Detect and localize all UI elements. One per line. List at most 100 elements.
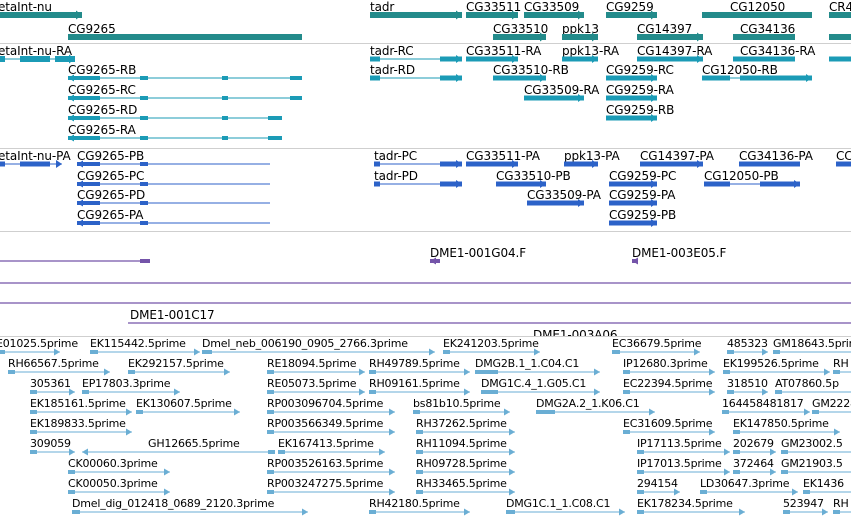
feature-glyph[interactable] bbox=[0, 71, 851, 85]
feature-glyph[interactable] bbox=[0, 445, 851, 459]
feature-label[interactable]: EC36679.5prime bbox=[612, 337, 702, 350]
feature-glyph[interactable] bbox=[0, 71, 851, 85]
feature-label[interactable]: CG14397 bbox=[637, 22, 693, 36]
feature-label[interactable]: CG34136-PA bbox=[739, 149, 813, 163]
feature-label[interactable]: RH11094.5prime bbox=[416, 437, 507, 450]
feature-glyph[interactable] bbox=[0, 365, 851, 379]
feature-glyph[interactable] bbox=[0, 385, 851, 399]
feature-glyph[interactable] bbox=[0, 316, 851, 330]
feature-label[interactable]: CG33510-PB bbox=[496, 169, 571, 183]
feature-label[interactable]: DME1-001G04.F bbox=[430, 246, 527, 260]
feature-glyph[interactable] bbox=[0, 52, 851, 66]
feature-glyph[interactable] bbox=[0, 157, 851, 171]
feature-label[interactable]: IP17113.5prime bbox=[637, 437, 722, 450]
feature-glyph[interactable] bbox=[0, 385, 851, 399]
feature-glyph[interactable] bbox=[0, 30, 851, 43]
feature-glyph[interactable] bbox=[0, 157, 851, 171]
feature-glyph[interactable] bbox=[0, 296, 851, 310]
feature-glyph[interactable] bbox=[0, 425, 851, 439]
feature-label[interactable]: CG12050-PB bbox=[704, 169, 779, 183]
feature-glyph[interactable] bbox=[0, 345, 851, 359]
feature-glyph[interactable] bbox=[0, 385, 851, 399]
feature-label[interactable]: CG9259-PB bbox=[609, 208, 677, 222]
feature-glyph[interactable] bbox=[0, 345, 851, 359]
feature-label[interactable]: CG9259-RC bbox=[606, 63, 674, 77]
feature-label[interactable]: CG33510-RB bbox=[493, 63, 569, 77]
feature-glyph[interactable] bbox=[0, 505, 851, 519]
feature-label[interactable]: CG9265-PA bbox=[77, 208, 144, 222]
feature-label[interactable]: tadr bbox=[370, 0, 395, 14]
feature-glyph[interactable] bbox=[0, 8, 851, 22]
feature-glyph[interactable] bbox=[0, 405, 851, 419]
feature-label[interactable]: EK115442.5prime bbox=[90, 337, 186, 350]
feature-label[interactable]: RH42180.5prime bbox=[369, 497, 460, 510]
feature-label[interactable]: tadr-PD bbox=[374, 169, 418, 183]
feature-glyph[interactable] bbox=[0, 445, 851, 459]
feature-label[interactable]: CG33509 bbox=[524, 0, 580, 14]
feature-glyph[interactable] bbox=[0, 445, 851, 459]
feature-glyph[interactable] bbox=[0, 111, 851, 125]
feature-label[interactable]: RH09161.5prime bbox=[369, 377, 460, 390]
feature-glyph[interactable] bbox=[0, 345, 851, 359]
feature-label[interactable]: 294154 bbox=[637, 477, 678, 490]
feature-label[interactable]: CG12050-RB bbox=[702, 63, 778, 77]
feature-glyph[interactable] bbox=[0, 8, 851, 22]
feature-glyph[interactable] bbox=[0, 425, 851, 439]
feature-label[interactable]: 485323 bbox=[727, 337, 768, 350]
feature-label[interactable]: DME1-001C17 bbox=[130, 308, 215, 322]
feature-label[interactable]: etaInt-nu-PA bbox=[0, 149, 71, 163]
feature-glyph[interactable] bbox=[0, 345, 851, 359]
feature-label[interactable]: CG9259 bbox=[606, 0, 654, 14]
feature-glyph[interactable] bbox=[0, 505, 851, 519]
feature-label[interactable]: CG33510 bbox=[493, 22, 549, 36]
feature-label[interactable]: CG9259-PC bbox=[609, 169, 677, 183]
feature-glyph[interactable] bbox=[0, 276, 851, 290]
feature-glyph[interactable] bbox=[0, 30, 851, 43]
feature-label[interactable]: EC31609.5prime bbox=[623, 417, 713, 430]
feature-label[interactable]: RP003526163.5prime bbox=[267, 457, 384, 470]
feature-label[interactable]: CG14397-PA bbox=[640, 149, 714, 163]
feature-label[interactable]: CG33509-RA bbox=[524, 83, 600, 97]
feature-glyph[interactable] bbox=[0, 157, 851, 171]
feature-label[interactable]: EP17803.3prime bbox=[82, 377, 171, 390]
feature-label[interactable]: RH37262.5prime bbox=[416, 417, 507, 430]
feature-glyph[interactable] bbox=[0, 505, 851, 519]
feature-glyph[interactable] bbox=[0, 111, 851, 125]
feature-glyph[interactable] bbox=[0, 365, 851, 379]
feature-glyph[interactable] bbox=[0, 405, 851, 419]
feature-label[interactable]: CG12050 bbox=[730, 0, 786, 14]
feature-glyph[interactable] bbox=[0, 485, 851, 499]
feature-label[interactable]: CG14397-RA bbox=[637, 44, 713, 58]
feature-label[interactable]: CG9265-PB bbox=[77, 149, 145, 163]
feature-glyph[interactable] bbox=[0, 52, 851, 66]
feature-glyph[interactable] bbox=[0, 157, 851, 171]
feature-glyph[interactable] bbox=[0, 52, 851, 66]
feature-glyph[interactable] bbox=[0, 425, 851, 439]
feature-label[interactable]: AT07860.5p bbox=[775, 377, 839, 390]
feature-label[interactable]: CG9259-PA bbox=[609, 188, 676, 202]
feature-glyph[interactable] bbox=[0, 345, 851, 359]
feature-label[interactable]: RE05073.5prime bbox=[267, 377, 357, 390]
feature-glyph[interactable] bbox=[0, 71, 851, 85]
feature-glyph[interactable] bbox=[0, 445, 851, 459]
feature-glyph[interactable] bbox=[0, 445, 851, 459]
feature-label[interactable]: 318510 bbox=[727, 377, 768, 390]
feature-label[interactable]: GM23002.5 bbox=[781, 437, 843, 450]
feature-label[interactable]: CG33511 bbox=[466, 0, 522, 14]
feature-label[interactable]: CK00050.3prime bbox=[68, 477, 158, 490]
feature-glyph[interactable] bbox=[0, 485, 851, 499]
feature-glyph[interactable] bbox=[0, 8, 851, 22]
feature-glyph[interactable] bbox=[0, 385, 851, 399]
feature-glyph[interactable] bbox=[0, 52, 851, 66]
feature-glyph[interactable] bbox=[0, 485, 851, 499]
feature-glyph[interactable] bbox=[0, 465, 851, 479]
feature-label[interactable]: GM18643.5prime bbox=[773, 337, 851, 350]
feature-glyph[interactable] bbox=[0, 254, 851, 268]
feature-label[interactable]: 372464 bbox=[733, 457, 774, 470]
feature-label[interactable]: DMG2A.2_1.K06.C1 bbox=[536, 397, 640, 410]
feature-glyph[interactable] bbox=[0, 365, 851, 379]
feature-label[interactable]: 523947 bbox=[783, 497, 824, 510]
feature-label[interactable]: CG9265-RB bbox=[68, 63, 137, 77]
feature-glyph[interactable] bbox=[0, 30, 851, 43]
feature-glyph[interactable] bbox=[0, 216, 851, 230]
